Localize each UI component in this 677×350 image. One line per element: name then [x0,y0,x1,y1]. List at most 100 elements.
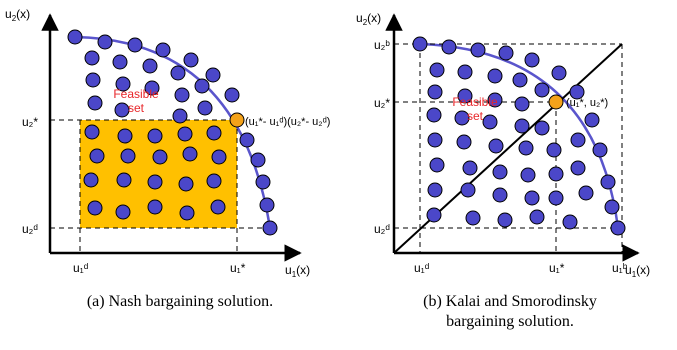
feasible-point [456,134,472,150]
feasible-set-label-line1: Feasible [452,95,498,109]
feasible-point [492,164,508,180]
feasible-point [429,62,445,78]
feasible-point [259,197,275,213]
feasible-point [427,84,443,100]
feasible-point [183,52,199,68]
feasible-point [112,54,128,70]
feasible-point [147,174,163,190]
feasible-point [116,172,132,188]
feasible-point [87,200,103,216]
feasible-point [114,102,130,118]
feasible-point [570,132,586,148]
feasible-point [89,148,105,164]
kalai-panel: u2(x) u1(x) Feasible set (u₁*, u₂*) u₂ᵇ … [356,11,650,279]
pareto-frontier [419,42,620,229]
caption-b-line1: (b) Kalai and Smorodinsky [423,293,597,310]
feasible-point [197,100,213,116]
feasible-point [255,174,271,190]
feasible-point [604,199,620,215]
feasible-point [520,167,536,183]
feasible-point [610,220,626,236]
nash-product-label: (u₁*- u₁ᵈ)(u₂*- u₂ᵈ) [245,116,330,128]
feasible-point [142,58,158,74]
y-axis-label: u2(x) [5,7,30,23]
feasible-point [441,39,457,55]
feasible-point [548,190,564,206]
feasible-point [524,190,540,206]
feasible-point [179,205,195,221]
feasible-point [600,174,616,190]
feasible-point [562,214,578,230]
feasible-point [524,52,540,68]
feasible-point [427,132,443,148]
feasible-point [592,142,608,158]
feasible-point [206,173,222,189]
feasible-point [584,112,600,128]
feasible-point [546,142,562,158]
feasible-point [262,220,278,236]
feasible-point [84,124,100,140]
feasible-set-label-line1: Feasible [113,87,159,101]
feasible-point [115,204,131,220]
feasible-point [518,140,534,156]
feasible-point [470,42,486,58]
feasible-point [487,92,503,108]
tick-u1-b: u₁ᵇ [612,261,628,275]
nash-solution-point [229,112,245,128]
feasible-point [465,210,481,226]
feasible-set-label-line2: set [128,101,145,115]
feasible-point [426,107,442,123]
feasible-point [512,72,528,88]
feasible-point [529,209,545,225]
feasible-point [85,72,101,88]
feasible-point [548,166,564,182]
feasible-point [497,212,513,228]
tick-u1-d: u₁ᵈ [73,261,89,275]
feasible-point [487,68,503,84]
feasible-point [97,34,113,50]
feasible-point [578,185,594,201]
x-axis-label: u1(x) [285,263,310,279]
feasible-point [211,149,227,165]
kalai-solution-point [548,94,564,110]
feasible-points-right [412,36,626,236]
feasible-points-left [67,29,278,236]
feasible-point [427,182,443,198]
caption-b-line2: bargaining solution. [446,313,574,330]
tick-u1-d: u₁ᵈ [414,261,430,275]
feasible-point [492,187,508,203]
feasible-point [534,82,550,98]
feasible-point [155,42,171,58]
feasible-point [488,138,504,154]
feasible-point [514,118,530,134]
feasible-point [117,128,133,144]
feasible-point [551,65,567,81]
ks-point-label: (u₁*, u₂*) [566,97,608,109]
feasible-point [210,199,226,215]
tick-u2-d: u₂ᵈ [374,222,390,236]
feasible-point [250,152,266,168]
feasible-point [84,50,100,66]
feasible-point [412,36,428,52]
tick-u1-star: u₁* [549,261,565,275]
feasible-point [206,125,222,141]
feasible-point [120,148,136,164]
feasible-point [457,88,473,104]
feasible-point [127,37,143,53]
feasible-point [172,108,188,124]
feasible-set-label-line2: set [467,109,484,123]
tick-u1-star: u₁* [230,261,246,275]
feasible-point [177,126,193,142]
feasible-point [569,84,585,100]
feasible-point [239,132,255,148]
feasible-point [457,64,473,80]
feasible-point [570,160,586,176]
feasible-point [514,96,530,112]
feasible-point [174,87,190,103]
feasible-point [147,199,163,215]
feasible-point [147,128,163,144]
feasible-point [426,207,442,223]
feasible-point [462,160,478,176]
feasible-point [170,65,186,81]
